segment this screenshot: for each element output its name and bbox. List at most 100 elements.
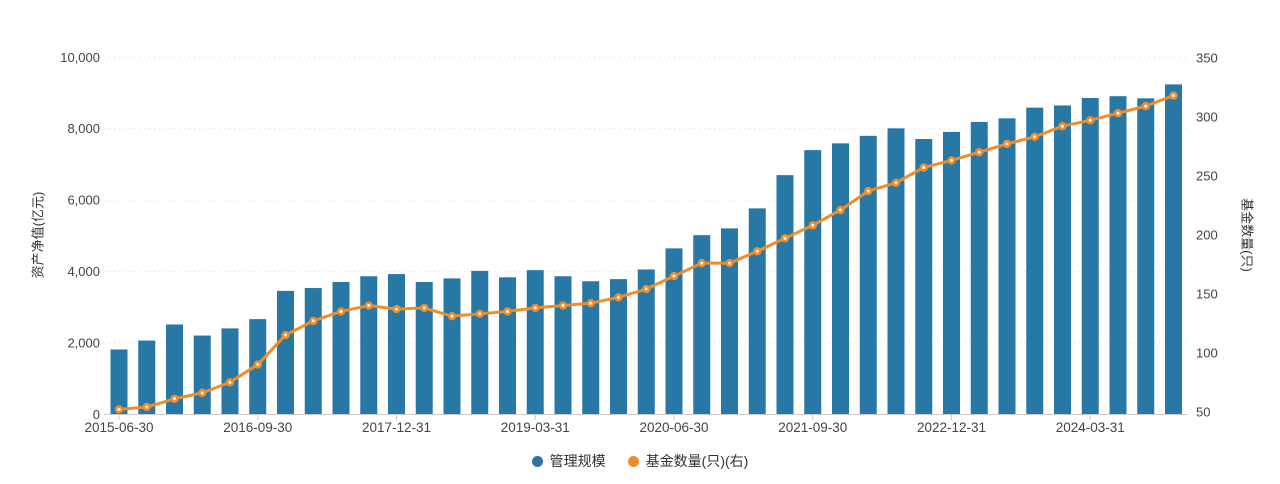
right-tick-label: 50 [1196, 404, 1210, 419]
bar-2023-06-30[interactable] [998, 118, 1016, 415]
bar-2021-09-30[interactable] [804, 150, 822, 415]
line-point-center [145, 405, 149, 409]
left-tick-label: 0 [93, 407, 100, 422]
line-point-center [700, 261, 704, 265]
bar-2024-09-30[interactable] [1137, 98, 1155, 415]
bar-2016-03-31[interactable] [193, 335, 211, 415]
line-point-center [728, 261, 731, 265]
line-point-center [783, 236, 787, 240]
right-tick-label: 100 [1196, 345, 1218, 360]
bar-2017-12-31[interactable] [388, 274, 405, 415]
bar-2024-12-31[interactable] [1165, 84, 1182, 415]
bar-2015-09-30[interactable] [138, 340, 156, 415]
line-point-center [1033, 135, 1037, 139]
left-tick-label: 10,000 [60, 50, 100, 65]
line-point-center [755, 249, 759, 253]
bar-2020-12-31[interactable] [721, 228, 738, 415]
bar-2022-09-30[interactable] [915, 139, 933, 415]
x-tick-label: 2020-06-30 [639, 420, 708, 435]
line-point-center [367, 304, 371, 308]
x-tick-label: 2017-12-31 [362, 420, 431, 435]
left-tick-label: 4,000 [67, 264, 100, 279]
line-point-center [450, 314, 454, 318]
bar-2022-06-30[interactable] [887, 128, 905, 415]
x-tick-label: 2021-09-30 [778, 420, 847, 435]
right-tick-label: 300 [1196, 109, 1218, 124]
line-point-center [284, 333, 287, 337]
legend-marker-line-icon [627, 455, 639, 467]
line-point-center [839, 208, 842, 212]
right-tick-label: 250 [1196, 168, 1218, 183]
bar-2021-06-30[interactable] [776, 175, 794, 415]
bar-2018-06-30[interactable] [443, 278, 461, 415]
bar-2018-03-31[interactable] [415, 281, 433, 415]
bar-2018-12-31[interactable] [499, 277, 516, 415]
line-point-center [977, 150, 981, 154]
line-point-center [478, 312, 482, 316]
bar-2016-06-30[interactable] [221, 328, 239, 415]
bar-2018-09-30[interactable] [471, 270, 489, 415]
x-tick-label: 2022-12-31 [917, 420, 986, 435]
line-point-center [1005, 142, 1009, 146]
bar-2019-03-31[interactable] [526, 270, 544, 415]
bar-2020-09-30[interactable] [693, 235, 711, 415]
bar-2015-06-30[interactable] [110, 349, 128, 415]
bar-2019-09-30[interactable] [582, 281, 600, 415]
line-point-center [811, 223, 815, 227]
bar-2020-03-31[interactable] [637, 269, 655, 415]
x-tick-label: 2019-03-31 [501, 420, 570, 435]
line-point-center [866, 189, 870, 193]
line-point-center [117, 407, 121, 411]
line-point-center [256, 363, 260, 367]
legend: 管理规模 基金数量(只)(右) [0, 451, 1280, 471]
left-tick-label: 2,000 [67, 336, 100, 351]
bar-2017-09-30[interactable] [360, 276, 378, 415]
bar-2017-03-31[interactable] [304, 288, 322, 415]
bar-2016-12-31[interactable] [277, 290, 294, 415]
line-point-center [561, 304, 565, 308]
line-point-center [950, 158, 953, 162]
line-point-center [1061, 124, 1064, 128]
line-point-center [1172, 94, 1175, 98]
line-point-center [395, 307, 398, 311]
line-point-center [589, 301, 593, 305]
right-tick-label: 200 [1196, 227, 1218, 242]
bar-2022-03-31[interactable] [859, 135, 877, 415]
bar-2021-12-31[interactable] [832, 143, 849, 415]
bar-2023-09-30[interactable] [1026, 107, 1044, 415]
line-point-center [506, 309, 509, 313]
bar-2024-03-31[interactable] [1081, 97, 1099, 415]
line-point-center [922, 165, 926, 169]
line-point-center [1116, 111, 1120, 115]
bar-2023-12-31[interactable] [1054, 105, 1071, 415]
line-point-center [672, 274, 676, 278]
x-tick-label: 2015-06-30 [84, 420, 153, 435]
line-point-center [311, 319, 315, 323]
left-tick-label: 8,000 [67, 121, 100, 136]
line-point-center [1144, 104, 1148, 108]
bar-2021-03-31[interactable] [748, 208, 766, 415]
line-point-center [173, 397, 176, 401]
line-point-center [533, 306, 537, 310]
line-point-center [1088, 118, 1092, 122]
bar-2024-06-30[interactable] [1109, 96, 1127, 415]
bar-2015-12-31[interactable] [166, 324, 183, 415]
line-point-center [617, 295, 620, 299]
bar-2022-12-31[interactable] [943, 131, 960, 415]
x-tick-label: 2016-09-30 [223, 420, 292, 435]
line-point-center [422, 306, 426, 310]
right-tick-label: 150 [1196, 286, 1218, 301]
line-point-center [228, 380, 232, 384]
bar-2023-03-31[interactable] [970, 121, 988, 415]
bar-2019-12-31[interactable] [610, 279, 627, 415]
line-point-center [644, 287, 648, 291]
legend-label-aum: 管理规模 [549, 453, 606, 469]
bar-2019-06-30[interactable] [554, 276, 572, 415]
bar-2017-06-30[interactable] [332, 281, 350, 415]
left-tick-label: 6,000 [67, 193, 100, 208]
legend-item-fund-count[interactable]: 基金数量(只)(右) [627, 451, 748, 471]
bar-2020-06-30[interactable] [665, 248, 683, 415]
legend-item-aum[interactable]: 管理规模 [531, 451, 606, 471]
